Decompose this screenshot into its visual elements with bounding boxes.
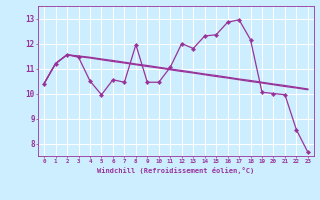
X-axis label: Windchill (Refroidissement éolien,°C): Windchill (Refroidissement éolien,°C)	[97, 167, 255, 174]
